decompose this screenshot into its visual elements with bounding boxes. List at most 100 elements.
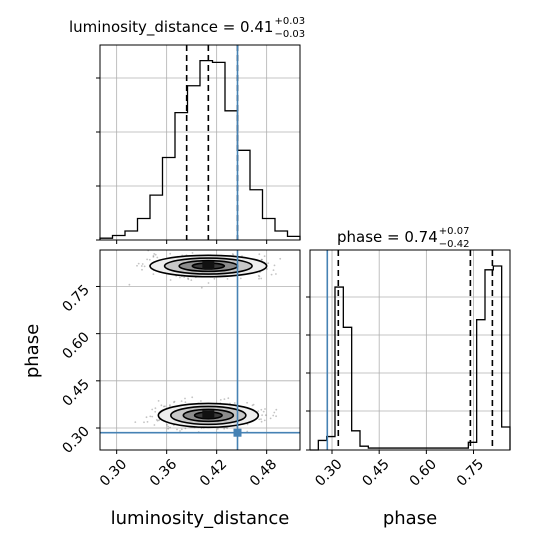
luminosity-distance-title: luminosity_distance = 0.41 — [69, 18, 273, 37]
joint-sample-point — [257, 274, 260, 277]
joint-sample-point — [263, 419, 266, 422]
joint-sample-point — [275, 408, 278, 411]
joint-sample-point — [216, 428, 219, 430]
joint-sample-point — [167, 427, 170, 430]
joint-x-tick-label: 0.42 — [197, 456, 230, 489]
joint-sample-point — [207, 282, 210, 284]
joint-sample-point — [136, 264, 138, 267]
joint-y-axis-label: phase — [22, 324, 43, 378]
phase-x-axis-label: phase — [383, 508, 437, 529]
joint-sample-point — [173, 401, 175, 404]
joint-sample-point — [264, 414, 267, 417]
joint-sample-point — [128, 283, 131, 286]
joint-sample-point — [146, 258, 149, 261]
joint-sample-point — [184, 427, 187, 430]
phase-title-plus: +0.07 — [439, 226, 470, 237]
joint-sample-point — [273, 411, 276, 414]
joint-sample-point — [154, 407, 157, 410]
joint-y-tick-label: 0.60 — [59, 329, 92, 362]
joint-sample-point — [179, 430, 181, 432]
joint-sample-point — [260, 420, 263, 423]
joint-sample-point — [260, 408, 263, 411]
joint-sample-point — [213, 277, 216, 280]
joint-sample-point — [200, 286, 203, 289]
joint-sample-point — [258, 418, 261, 421]
joint-sample-point — [143, 265, 146, 268]
joint-sample-point — [258, 277, 260, 280]
joint-sample-point — [153, 253, 156, 255]
joint-sample-point — [258, 253, 261, 256]
joint-sample-point — [156, 256, 159, 259]
joint-x-tick-label: 0.30 — [97, 456, 130, 489]
joint-y-tick-label: 0.30 — [59, 424, 92, 457]
joint-sample-point — [166, 423, 168, 426]
joint-sample-point — [231, 253, 234, 255]
phase-x-tick-label: 0.60 — [407, 456, 440, 489]
joint-sample-point — [183, 276, 186, 278]
joint-sample-point — [223, 427, 226, 430]
joint-sample-point — [258, 275, 261, 278]
joint-sample-point — [176, 428, 178, 431]
joint-sample-point — [169, 405, 171, 407]
joint-sample-point — [251, 404, 254, 407]
joint-sample-point — [141, 268, 143, 271]
joint-sample-point — [200, 400, 202, 402]
joint-sample-point — [239, 277, 242, 280]
joint-sample-point — [272, 414, 275, 417]
joint-frame — [99, 249, 301, 451]
luminosity-distance-title-plus: +0.03 — [274, 16, 305, 27]
joint-sample-point — [191, 252, 194, 254]
joint-sample-point — [191, 396, 194, 399]
joint-x-axis-label: luminosity_distance — [111, 508, 290, 529]
luminosity-distance-title-minus: −0.03 — [274, 29, 305, 40]
joint-sample-point — [184, 397, 186, 400]
joint-sample-point — [261, 258, 263, 261]
joint-sample-point — [169, 279, 172, 281]
joint-sample-point — [273, 264, 276, 267]
joint-sample-point — [263, 255, 266, 258]
joint-sample-point — [173, 400, 176, 403]
joint-sample-point — [227, 397, 230, 400]
joint-sample-point — [152, 255, 155, 257]
joint-sample-point — [260, 418, 262, 420]
joint-sample-point — [157, 400, 160, 402]
joint-sample-point — [152, 256, 155, 258]
joint-sample-point — [154, 253, 157, 256]
phase-x-tick-label: 0.45 — [359, 456, 392, 489]
joint-sample-point — [146, 421, 149, 423]
joint-y-tick-label: 0.45 — [59, 376, 92, 409]
joint-sample-point — [141, 263, 144, 265]
joint-sample-point — [187, 277, 189, 280]
joint-sample-point — [169, 426, 172, 429]
joint-sample-point — [226, 427, 229, 430]
joint-sample-point — [223, 398, 226, 400]
joint-sample-point — [180, 428, 183, 431]
phase-marginal-histogram — [310, 265, 511, 451]
phase-title-minus: −0.42 — [439, 239, 470, 250]
joint-sample-point — [270, 273, 273, 276]
joint-sample-point — [246, 401, 249, 404]
joint-sample-point — [246, 423, 249, 426]
luminosity-distance-title-main: luminosity_distance = 0.41 — [69, 18, 273, 37]
joint-sample-point — [137, 262, 140, 265]
joint-sample-point — [190, 279, 193, 281]
joint-sample-point — [257, 410, 260, 412]
joint-sample-point — [145, 416, 148, 419]
ld-marginal-histogram — [99, 59, 301, 240]
joint-sample-point — [275, 415, 277, 418]
joint-sample-point — [134, 421, 137, 423]
joint-density-peak — [202, 261, 215, 270]
joint-sample-point — [162, 405, 165, 408]
joint-sample-point — [152, 273, 155, 275]
joint-sample-point — [153, 424, 156, 426]
phase-x-tick-label: 0.30 — [312, 456, 345, 489]
joint-sample-point — [269, 417, 272, 420]
joint-sample-point — [149, 415, 152, 418]
joint-sample-point — [179, 276, 181, 279]
joint-sample-point — [167, 425, 170, 428]
joint-sample-point — [148, 258, 151, 261]
joint-sample-point — [264, 408, 266, 410]
joint-sample-point — [266, 268, 268, 270]
joint-sample-point — [155, 418, 158, 421]
phase-x-tick-label: 0.75 — [454, 456, 487, 489]
